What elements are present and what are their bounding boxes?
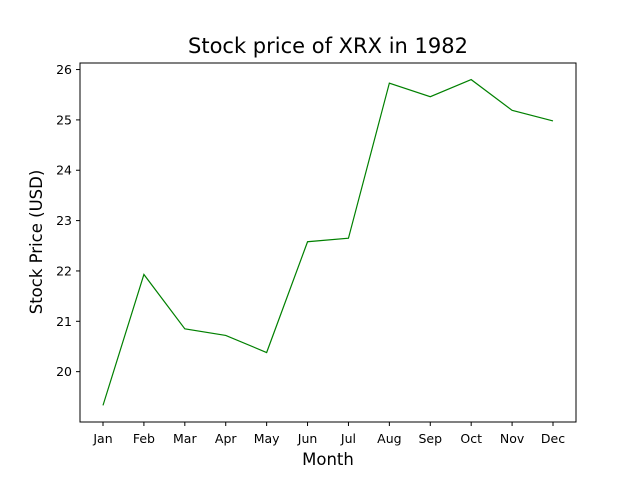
y-axis-ticks: 20 21 22 23 24 25 26 (56, 62, 80, 379)
x-tick-label: Apr (215, 431, 237, 446)
y-tick-label: 25 (56, 112, 72, 127)
x-tick-label: Sep (418, 431, 442, 446)
y-axis-title: Stock Price (USD) (27, 170, 46, 315)
x-tick-label: Nov (500, 431, 525, 446)
x-tick-label: Mar (173, 431, 197, 446)
x-tick-label: Oct (460, 431, 482, 446)
x-tick-label: Jun (297, 431, 318, 446)
x-axis-title: Month (302, 450, 354, 469)
chart-title: Stock price of XRX in 1982 (188, 34, 468, 58)
plot-frame (79, 62, 577, 423)
y-tick-label: 20 (56, 364, 72, 379)
x-tick-label: Aug (377, 431, 401, 446)
series-line (102, 78, 554, 406)
y-tick-label: 22 (56, 263, 72, 278)
series-layer (102, 78, 554, 406)
y-tick-label: 24 (56, 163, 72, 178)
x-tick-label: Jan (92, 431, 112, 446)
x-tick-label: May (254, 431, 280, 446)
y-tick-label: 21 (56, 314, 72, 329)
x-tick-label: Feb (133, 431, 155, 446)
x-tick-label: Jul (340, 431, 356, 446)
y-tick-label: 23 (56, 213, 72, 228)
x-tick-label: Dec (541, 431, 565, 446)
y-tick-label: 26 (56, 62, 72, 77)
x-axis-ticks: Jan Feb Mar Apr May Jun Jul Aug Sep Oct Nov Dec (92, 422, 565, 446)
